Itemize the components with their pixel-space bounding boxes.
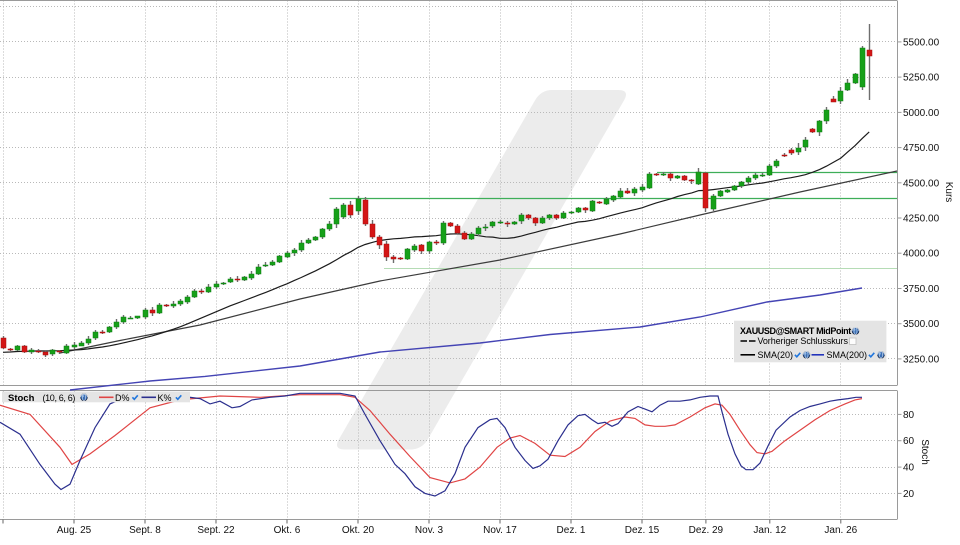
svg-text:Okt. 6: Okt. 6 — [274, 525, 301, 536]
svg-text:Nov. 3: Nov. 3 — [415, 525, 444, 536]
svg-text:4000.00: 4000.00 — [903, 249, 940, 260]
svg-text:Dez. 29: Dez. 29 — [689, 525, 724, 536]
svg-text:SMA(200): SMA(200) — [827, 350, 868, 360]
svg-text:Aug. 25: Aug. 25 — [57, 525, 92, 536]
svg-text:K%: K% — [158, 393, 172, 403]
svg-text:Stoch: Stoch — [919, 439, 930, 465]
svg-text:4750.00: 4750.00 — [903, 143, 940, 154]
svg-text:5500.00: 5500.00 — [903, 37, 940, 48]
svg-text:(10, 6, 6): (10, 6, 6) — [43, 393, 76, 403]
svg-text:40: 40 — [903, 463, 915, 474]
svg-text:Sept. 22: Sept. 22 — [197, 525, 235, 536]
svg-text:3500.00: 3500.00 — [903, 319, 940, 330]
svg-text:4250.00: 4250.00 — [903, 214, 940, 225]
svg-text:3250.00: 3250.00 — [903, 354, 940, 365]
svg-text:Jan. 12: Jan. 12 — [753, 525, 786, 536]
svg-text:3750.00: 3750.00 — [903, 284, 940, 295]
svg-text:4500.00: 4500.00 — [903, 178, 940, 189]
svg-text:Nov. 17: Nov. 17 — [483, 525, 517, 536]
svg-text:Okt. 20: Okt. 20 — [342, 525, 375, 536]
svg-text:Dez. 1: Dez. 1 — [557, 525, 586, 536]
svg-text:Kurs: Kurs — [943, 182, 954, 203]
svg-text:Jan. 26: Jan. 26 — [824, 525, 857, 536]
svg-text:Stoch: Stoch — [8, 393, 35, 404]
svg-text:SMA(20): SMA(20) — [758, 350, 794, 360]
svg-text:20: 20 — [903, 489, 915, 500]
svg-text:5250.00: 5250.00 — [903, 73, 940, 84]
svg-text:Sept. 8: Sept. 8 — [129, 525, 161, 536]
svg-text:Dez. 15: Dez. 15 — [625, 525, 660, 536]
svg-text:D%: D% — [115, 393, 130, 403]
svg-text:Vorheriger Schlusskurs: Vorheriger Schlusskurs — [758, 336, 849, 346]
svg-text:60: 60 — [903, 436, 915, 447]
svg-text:80: 80 — [903, 410, 915, 421]
svg-text:XAUUSD@SMART MidPoint: XAUUSD@SMART MidPoint — [740, 326, 851, 336]
svg-text:5000.00: 5000.00 — [903, 108, 940, 119]
